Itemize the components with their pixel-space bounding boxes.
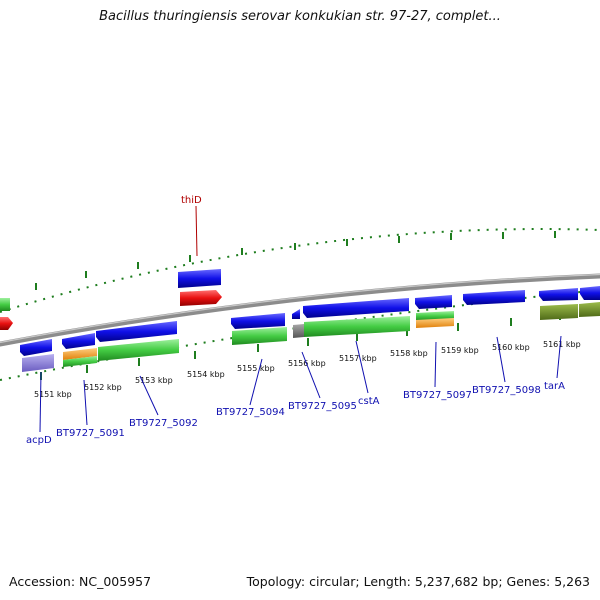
- gene-label-cstA[interactable]: cstA: [358, 396, 380, 407]
- gene-tarA-olive[interactable]: [540, 304, 578, 320]
- gene-edge-blue[interactable]: [580, 286, 600, 300]
- gene-5092-green[interactable]: [98, 339, 179, 361]
- kbp-label: 5158 kbp: [390, 349, 428, 358]
- gene-acpD-purple[interactable]: [22, 354, 54, 372]
- gene-label-BT9727_5097[interactable]: BT9727_5097: [403, 390, 472, 401]
- kbp-label: 5157 kbp: [339, 354, 377, 363]
- map-title: Bacillus thuringiensis serovar konkukian…: [99, 9, 501, 24]
- gene-label-tarA[interactable]: tarA: [544, 381, 565, 392]
- gene-5091-green[interactable]: [63, 356, 97, 367]
- kbp-label: 5159 kbp: [441, 346, 479, 355]
- kbp-label: 5160 kbp: [492, 343, 530, 352]
- gene-cstA-blue[interactable]: [303, 298, 409, 318]
- gene-label-BT9727_5098[interactable]: BT9727_5098: [472, 385, 541, 396]
- gene-fwd-edge-red[interactable]: [0, 317, 13, 330]
- kbp-label: 5155 kbp: [237, 364, 275, 373]
- gene-label-BT9727_5092[interactable]: BT9727_5092: [129, 418, 198, 429]
- gene-5095-grey[interactable]: [293, 324, 304, 338]
- gene-label-BT9727_5094[interactable]: BT9727_5094: [216, 407, 285, 418]
- gene-fwd-edge-green[interactable]: [0, 298, 10, 311]
- gene-tarA-blue[interactable]: [539, 288, 578, 301]
- gene-thiD-blue[interactable]: [178, 269, 221, 288]
- kbp-label: 5152 kbp: [84, 383, 122, 392]
- label-leader-lines: [39, 205, 562, 433]
- gene-5097-blue[interactable]: [415, 295, 452, 309]
- outer-tick-arc: [0, 228, 600, 313]
- gene-5094-blue[interactable]: [231, 313, 285, 329]
- kbp-label: 5161 kbp: [543, 340, 581, 349]
- gene-acpD-blue[interactable]: [20, 339, 52, 356]
- gene-5092-blue[interactable]: [96, 321, 177, 342]
- forward-strand-genes: [0, 269, 222, 330]
- reverse-strand-genes: [20, 286, 600, 372]
- genome-backbone: [0, 273, 600, 347]
- gene-edge-olive[interactable]: [579, 302, 600, 317]
- gene-label-acpD[interactable]: acpD: [26, 435, 52, 446]
- topology-text: Topology: circular; Length: 5,237,682 bp…: [246, 574, 590, 589]
- kbp-label: 5153 kbp: [135, 376, 173, 385]
- gene-5097-orange[interactable]: [416, 318, 454, 328]
- kbp-label: 5151 kbp: [34, 390, 72, 399]
- gene-thiD-red[interactable]: [180, 290, 222, 306]
- gene-5095-blue-small[interactable]: [292, 309, 300, 319]
- accession-text: Accession: NC_005957: [9, 574, 152, 589]
- genome-backbone-highlight: [0, 273, 600, 344]
- kbp-label: 5154 kbp: [187, 370, 225, 379]
- outer-major-ticks: [35, 231, 556, 290]
- gene-label-BT9727_5095[interactable]: BT9727_5095: [288, 401, 357, 412]
- gene-labels: thiD acpD BT9727_5091 BT9727_5092 BT9727…: [26, 195, 565, 446]
- gene-5098-blue[interactable]: [463, 290, 525, 305]
- gene-label-BT9727_5091[interactable]: BT9727_5091: [56, 428, 125, 439]
- gene-cstA-green[interactable]: [304, 316, 410, 337]
- gene-5091-blue[interactable]: [62, 333, 95, 349]
- gene-5094-green[interactable]: [232, 327, 287, 345]
- gene-label-thiD[interactable]: thiD: [181, 195, 202, 206]
